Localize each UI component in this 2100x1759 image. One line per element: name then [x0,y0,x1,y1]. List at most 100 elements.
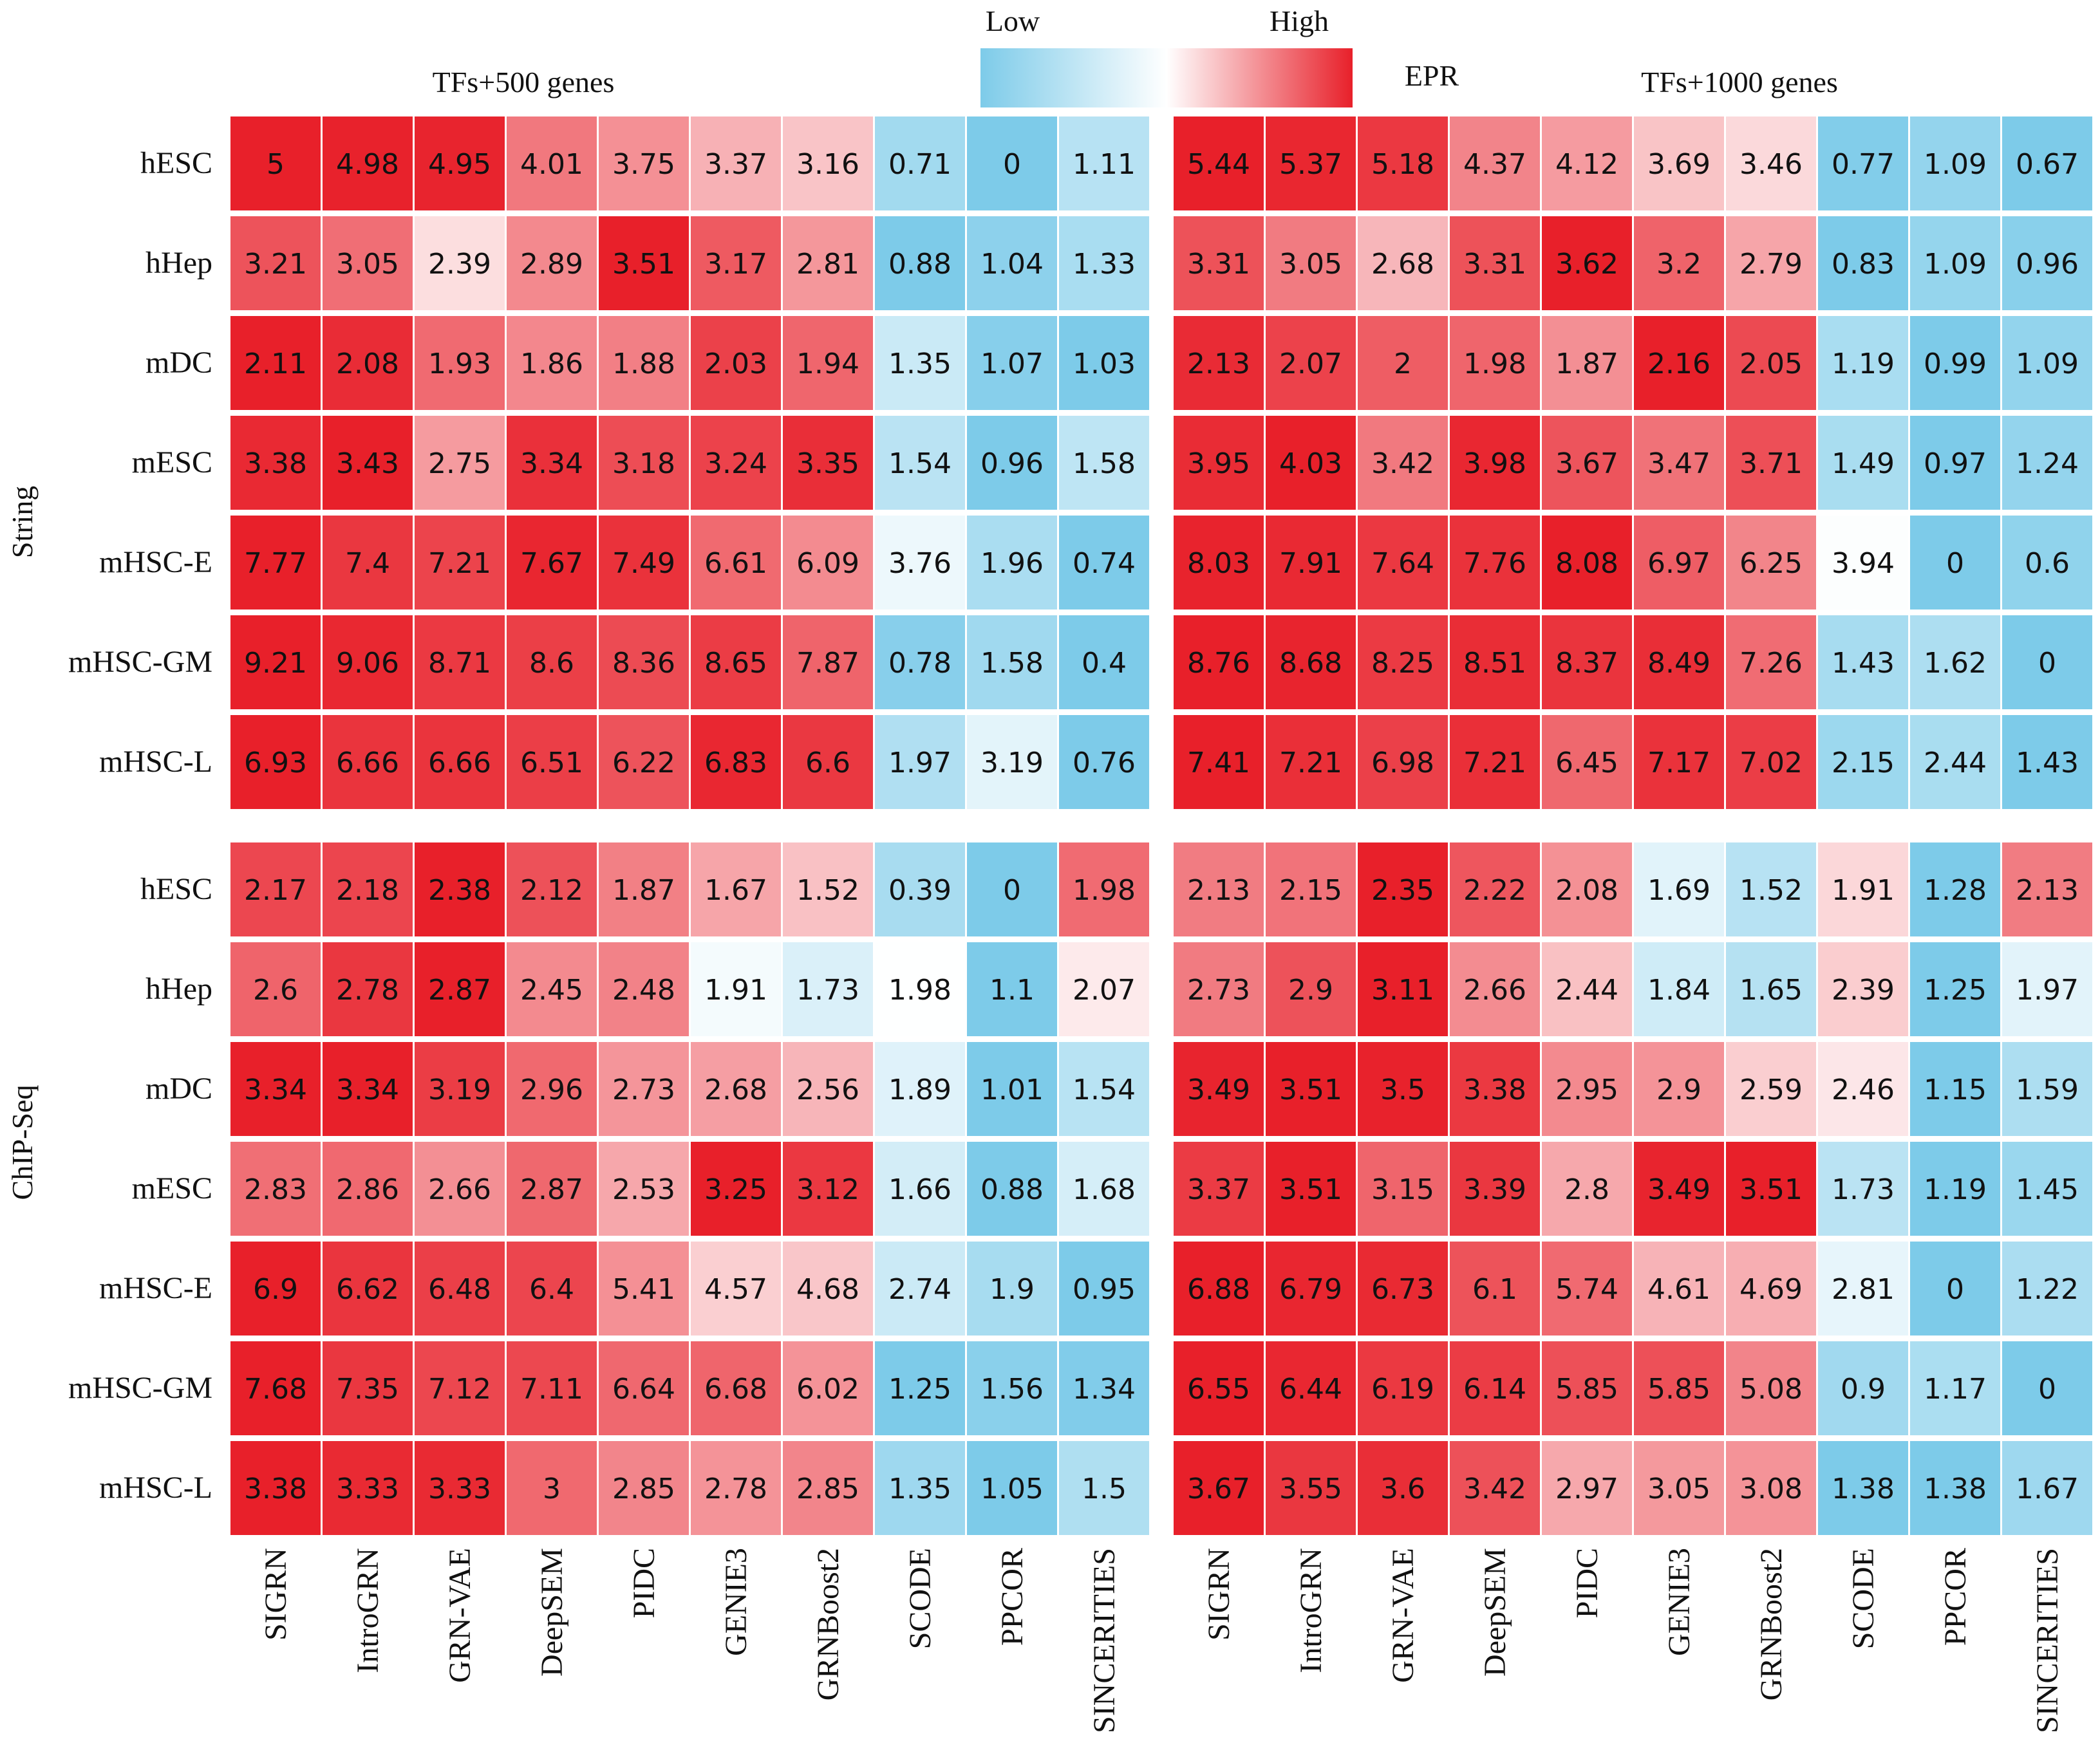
cell-chipseq-1000-mdc-grnboost2 [1726,1042,1816,1136]
cell-string-500-hesc-ppcor [967,116,1057,210]
cell-value-string-1000-mhsc-e-pidc: 8.08 [1555,547,1618,580]
cell-value-string-1000-hhep-sigrn: 3.31 [1187,248,1250,281]
heatmap-cells: 5 4.98 4.95 4.01 3.75 3.37 3.16 0.71 0 1.11 3.21 3.… [230,116,2092,1535]
row-label-chipseq-mesc: mESC [132,1171,212,1205]
cell-value-string-500-mhsc-e-grnboost2: 6.09 [796,547,859,580]
cell-string-1000-mhsc-l-grn-vae [1358,715,1448,809]
col-label-500-deepsem: DeepSEM [535,1548,569,1677]
cell-chipseq-1000-mhsc-l-sincerities [2002,1441,2092,1535]
cell-value-string-1000-hesc-grn-vae: 5.18 [1371,148,1434,181]
cell-chipseq-500-mhsc-gm-genie3 [691,1341,781,1435]
cell-chipseq-1000-mesc-ppcor [1910,1142,2000,1236]
cell-value-string-1000-mhsc-e-grn-vae: 7.64 [1371,547,1434,580]
cell-value-string-500-mesc-scode: 1.54 [888,447,952,480]
cell-chipseq-500-hesc-deepsem [507,842,597,936]
cell-string-500-hesc-scode [875,116,965,210]
cell-value-string-500-mesc-genie3: 3.24 [704,447,767,480]
cell-value-chipseq-500-hesc-sigrn: 2.17 [244,874,307,907]
cell-chipseq-1000-hhep-grn-vae [1358,942,1448,1036]
cell-value-string-500-hhep-deepsem: 2.89 [520,248,583,281]
cell-value-chipseq-500-mdc-scode: 1.89 [888,1074,952,1106]
cell-value-string-1000-mdc-sigrn: 2.13 [1187,348,1250,380]
cell-string-1000-hesc-introgrn [1266,116,1356,210]
cell-value-string-1000-hesc-scode: 0.77 [1832,148,1895,181]
cell-value-string-1000-hhep-grnboost2: 2.79 [1739,248,1803,281]
cell-string-1000-mhsc-gm-genie3 [1634,615,1724,709]
cell-value-chipseq-1000-hhep-grn-vae: 3.11 [1371,974,1434,1007]
cell-chipseq-500-hesc-genie3 [691,842,781,936]
cell-chipseq-500-mdc-ppcor [967,1042,1057,1136]
row-label-chipseq-mhsc-e: mHSC-E [99,1271,212,1305]
cell-string-500-mesc-genie3 [691,416,781,510]
cell-value-string-500-mdc-introgrn: 2.08 [336,348,399,380]
cell-string-1000-mdc-genie3 [1634,316,1724,410]
cell-string-1000-mdc-grnboost2 [1726,316,1816,410]
cell-value-string-1000-mhsc-e-ppcor: 0 [1946,547,1964,580]
cell-string-500-mdc-sigrn [230,316,321,410]
cell-chipseq-500-mhsc-gm-scode [875,1341,965,1435]
cell-value-string-500-mhsc-e-pidc: 7.49 [612,547,675,580]
cell-string-1000-hhep-sigrn [1174,216,1264,310]
cell-string-500-mhsc-l-deepsem [507,715,597,809]
cell-chipseq-1000-hesc-grnboost2 [1726,842,1816,936]
cell-chipseq-500-mhsc-l-grn-vae [415,1441,505,1535]
cell-string-1000-hesc-grnboost2 [1726,116,1816,210]
cell-chipseq-500-mhsc-gm-deepsem [507,1341,597,1435]
cell-string-1000-mhsc-l-sigrn [1174,715,1264,809]
cell-chipseq-1000-hhep-ppcor [1910,942,2000,1036]
cell-string-500-hhep-pidc [599,216,689,310]
cell-value-string-500-hhep-sigrn: 3.21 [244,248,307,281]
cell-value-chipseq-1000-hhep-sigrn: 2.73 [1187,974,1250,1007]
cell-value-chipseq-500-hesc-deepsem: 2.12 [520,874,583,907]
cell-string-1000-mhsc-gm-grnboost2 [1726,615,1816,709]
cell-string-1000-mesc-genie3 [1634,416,1724,510]
cell-value-string-500-mhsc-l-sigrn: 6.93 [244,747,307,779]
cell-value-chipseq-1000-mhsc-e-scode: 2.81 [1832,1273,1895,1306]
cell-string-1000-hesc-deepsem [1450,116,1540,210]
cell-value-string-500-mdc-sincerities: 1.03 [1073,348,1136,380]
cell-chipseq-1000-hesc-introgrn [1266,842,1356,936]
cell-string-500-hhep-grnboost2 [783,216,873,310]
cell-value-string-500-mhsc-e-sigrn: 7.77 [244,547,307,580]
cell-value-chipseq-1000-mdc-grn-vae: 3.5 [1380,1074,1425,1106]
row-label-chipseq-hhep: hHep [145,972,212,1006]
cell-chipseq-500-mhsc-gm-grnboost2 [783,1341,873,1435]
cell-value-chipseq-1000-mhsc-l-pidc: 2.97 [1555,1473,1618,1505]
cell-value-string-1000-mesc-ppcor: 0.97 [1924,447,1987,480]
cell-value-chipseq-1000-mhsc-l-introgrn: 3.55 [1279,1473,1342,1505]
cell-chipseq-500-mhsc-l-pidc [599,1441,689,1535]
cell-value-chipseq-500-mdc-genie3: 2.68 [704,1074,767,1106]
cell-string-1000-mdc-deepsem [1450,316,1540,410]
cell-value-string-500-mesc-sincerities: 1.58 [1073,447,1136,480]
row-labels: hESC hHep mDC mESC mHSC-E mHSC-GM mHSC-L hESC hH… [68,146,212,1505]
cell-chipseq-500-hhep-grnboost2 [783,942,873,1036]
cell-value-chipseq-1000-mhsc-gm-introgrn: 6.44 [1279,1373,1342,1406]
cell-value-string-500-mesc-grn-vae: 2.75 [428,447,491,480]
cell-value-string-1000-mhsc-l-deepsem: 7.21 [1463,747,1526,779]
cell-string-500-mesc-ppcor [967,416,1057,510]
cell-string-1000-hhep-grnboost2 [1726,216,1816,310]
cell-value-chipseq-500-mhsc-e-deepsem: 6.4 [529,1273,574,1306]
cell-chipseq-500-mesc-ppcor [967,1142,1057,1236]
cell-value-chipseq-500-mdc-sigrn: 3.34 [244,1074,307,1106]
cell-value-string-1000-mhsc-l-grn-vae: 6.98 [1371,747,1434,779]
cell-string-500-mhsc-e-introgrn [323,516,413,610]
cell-chipseq-1000-mhsc-e-scode [1818,1242,1908,1336]
cell-value-chipseq-500-mdc-sincerities: 1.54 [1073,1074,1136,1106]
cell-value-chipseq-500-mdc-ppcor: 1.01 [980,1074,1044,1106]
cell-value-chipseq-1000-mhsc-gm-sigrn: 6.55 [1187,1373,1250,1406]
group-label-string: String [6,486,39,558]
cell-chipseq-1000-mesc-scode [1818,1142,1908,1236]
cell-value-string-1000-mdc-deepsem: 1.98 [1463,348,1526,380]
row-label-string-hesc: hESC [140,146,212,180]
cell-string-1000-mhsc-l-scode [1818,715,1908,809]
col-label-1000-sigrn: SIGRN [1202,1548,1236,1641]
cell-string-500-mhsc-e-pidc [599,516,689,610]
cell-string-500-mdc-pidc [599,316,689,410]
cell-string-500-mhsc-e-sincerities [1059,516,1149,610]
row-label-string-mesc: mESC [132,445,212,479]
cell-value-chipseq-1000-mhsc-l-ppcor: 1.38 [1924,1473,1987,1505]
cell-value-string-1000-mesc-introgrn: 4.03 [1279,447,1342,480]
cell-value-chipseq-1000-mesc-pidc: 2.8 [1564,1173,1609,1206]
cell-value-chipseq-1000-mhsc-gm-deepsem: 6.14 [1463,1373,1526,1406]
